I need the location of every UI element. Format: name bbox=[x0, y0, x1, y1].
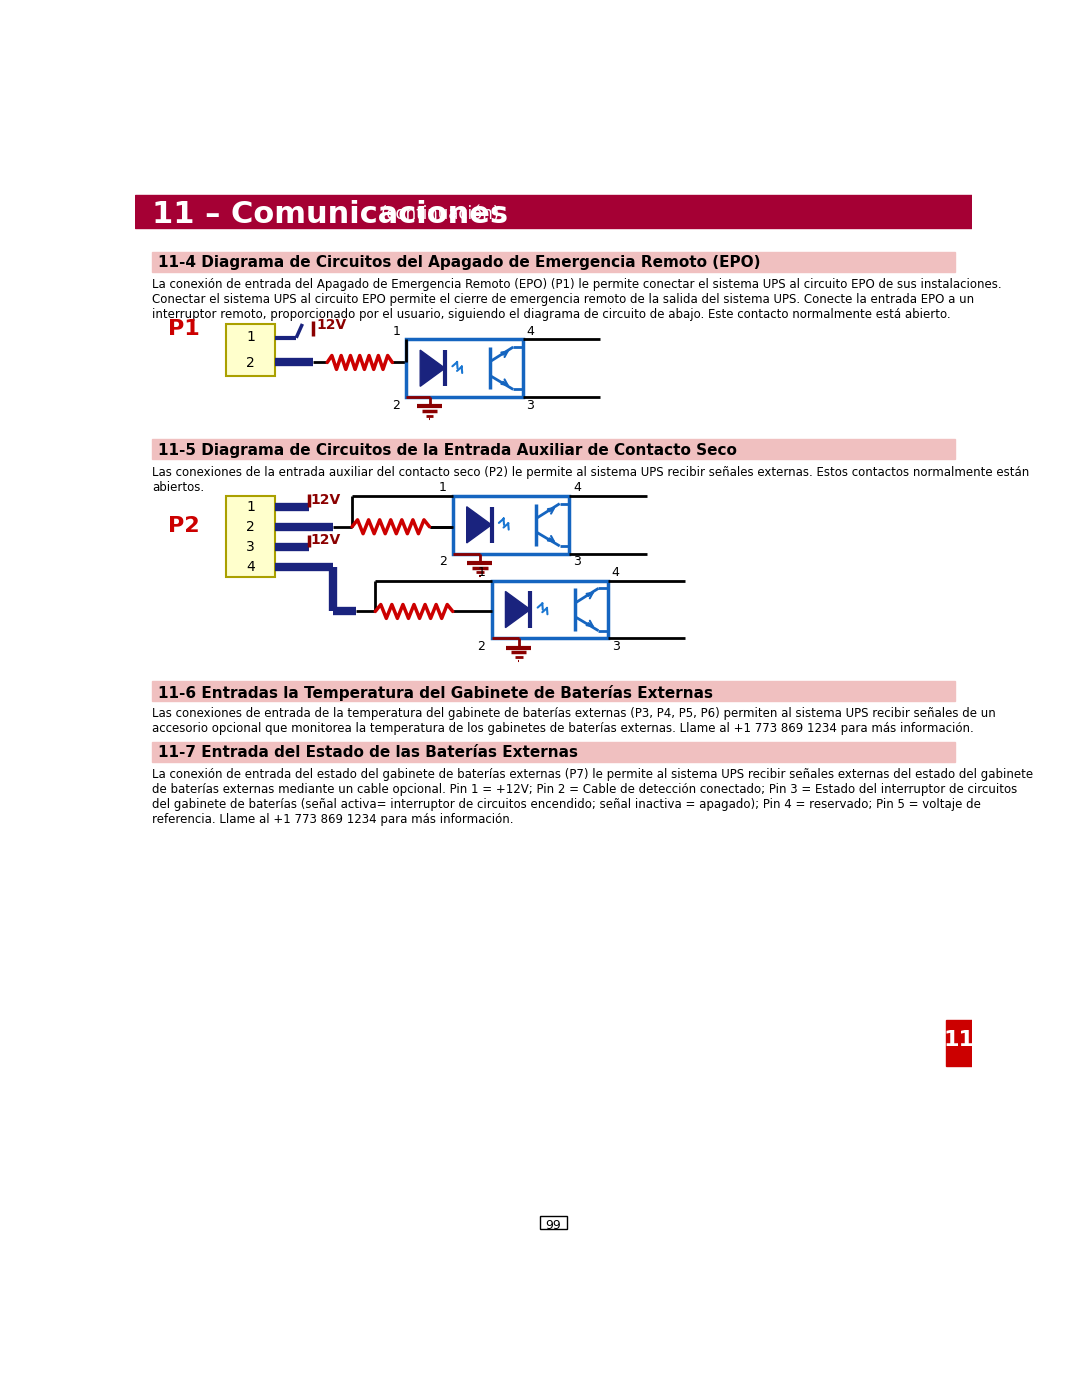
Bar bbox=[227, 496, 274, 577]
Bar bbox=[152, 440, 955, 460]
Text: 4: 4 bbox=[572, 482, 581, 495]
Text: P2: P2 bbox=[167, 515, 199, 535]
Bar bbox=[152, 680, 955, 701]
Text: P1: P1 bbox=[167, 320, 200, 339]
Bar bbox=[540, 1215, 567, 1229]
Polygon shape bbox=[467, 507, 491, 543]
Text: 12V: 12V bbox=[311, 493, 341, 507]
Text: 4: 4 bbox=[526, 326, 535, 338]
Text: 11-5 Diagrama de Circuitos de la Entrada Auxiliar de Contacto Seco: 11-5 Diagrama de Circuitos de la Entrada… bbox=[159, 443, 738, 458]
Text: 12V: 12V bbox=[316, 317, 347, 332]
Text: La conexión de entrada del estado del gabinete de baterías externas (P7) le perm: La conexión de entrada del estado del ga… bbox=[152, 768, 1034, 826]
Text: 4: 4 bbox=[246, 560, 255, 574]
Polygon shape bbox=[505, 591, 530, 627]
Text: La conexión de entrada del Apagado de Emergencia Remoto (EPO) (P1) le permite co: La conexión de entrada del Apagado de Em… bbox=[152, 278, 1001, 321]
Text: 4: 4 bbox=[611, 566, 620, 580]
Bar bbox=[152, 251, 955, 271]
Polygon shape bbox=[420, 351, 445, 387]
Text: 2: 2 bbox=[438, 555, 446, 569]
Text: 1: 1 bbox=[246, 500, 255, 514]
Text: (continuación): (continuación) bbox=[380, 204, 500, 222]
Bar bbox=[453, 496, 569, 553]
Text: 12V: 12V bbox=[311, 534, 341, 548]
Text: 3: 3 bbox=[572, 555, 581, 569]
Text: 1: 1 bbox=[392, 326, 400, 338]
Bar bbox=[406, 339, 523, 397]
Text: 11-6 Entradas la Temperatura del Gabinete de Baterías Externas: 11-6 Entradas la Temperatura del Gabinet… bbox=[159, 685, 713, 701]
Text: 2: 2 bbox=[246, 520, 255, 534]
Text: 1: 1 bbox=[477, 566, 485, 580]
Text: Las conexiones de la entrada auxiliar del contacto seco (P2) le permite al siste: Las conexiones de la entrada auxiliar de… bbox=[152, 465, 1029, 493]
Bar bbox=[135, 194, 972, 229]
Text: 11-4 Diagrama de Circuitos del Apagado de Emergencia Remoto (EPO): 11-4 Diagrama de Circuitos del Apagado d… bbox=[159, 256, 760, 271]
Text: Las conexiones de entrada de la temperatura del gabinete de baterías externas (P: Las conexiones de entrada de la temperat… bbox=[152, 707, 996, 735]
Text: 3: 3 bbox=[611, 640, 620, 652]
Bar bbox=[152, 742, 955, 761]
Text: 2: 2 bbox=[392, 398, 400, 412]
Text: 3: 3 bbox=[246, 541, 255, 555]
Text: 11-7 Entrada del Estado de las Baterías Externas: 11-7 Entrada del Estado de las Baterías … bbox=[159, 746, 578, 760]
Text: 2: 2 bbox=[246, 356, 255, 370]
Bar bbox=[227, 324, 274, 376]
Text: 3: 3 bbox=[526, 398, 535, 412]
Text: 1: 1 bbox=[246, 330, 255, 344]
Text: 2: 2 bbox=[477, 640, 485, 652]
Text: 11: 11 bbox=[943, 1030, 974, 1051]
Bar bbox=[946, 1020, 972, 1066]
Bar bbox=[491, 581, 608, 638]
Text: 11 – Comunicaciones: 11 – Comunicaciones bbox=[152, 200, 509, 229]
Text: 99: 99 bbox=[545, 1220, 562, 1232]
Text: 1: 1 bbox=[438, 482, 446, 495]
